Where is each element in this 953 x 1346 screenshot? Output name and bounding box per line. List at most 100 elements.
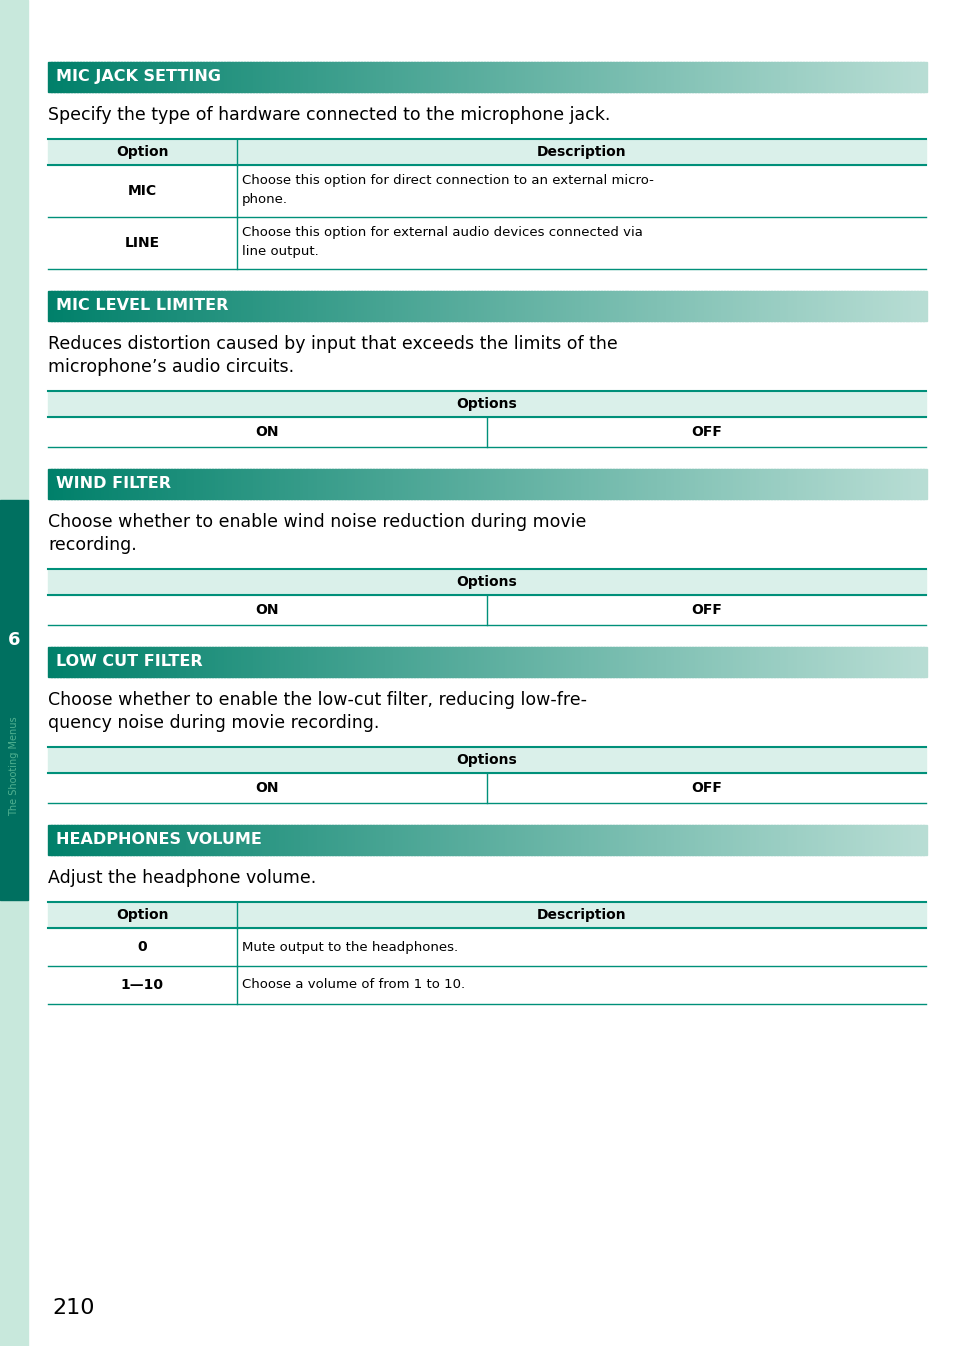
- Bar: [97, 468, 102, 499]
- Bar: [414, 468, 417, 499]
- Bar: [63, 468, 67, 499]
- Bar: [233, 291, 236, 320]
- Bar: [194, 291, 198, 320]
- Bar: [414, 825, 417, 855]
- Bar: [387, 291, 391, 320]
- Bar: [405, 62, 409, 92]
- Bar: [907, 825, 911, 855]
- Bar: [91, 291, 95, 320]
- Bar: [393, 468, 396, 499]
- Bar: [182, 647, 187, 677]
- Bar: [923, 62, 926, 92]
- Bar: [636, 291, 639, 320]
- Bar: [800, 825, 803, 855]
- Bar: [189, 468, 193, 499]
- Text: Reduces distortion caused by input that exceeds the limits of the: Reduces distortion caused by input that …: [48, 335, 618, 353]
- Bar: [688, 468, 692, 499]
- Bar: [367, 291, 371, 320]
- Bar: [395, 825, 399, 855]
- Bar: [855, 468, 859, 499]
- Bar: [247, 647, 251, 677]
- Bar: [729, 468, 733, 499]
- Bar: [405, 291, 409, 320]
- Bar: [896, 291, 900, 320]
- Bar: [343, 825, 347, 855]
- Bar: [264, 825, 268, 855]
- Bar: [767, 647, 771, 677]
- Text: LINE: LINE: [125, 236, 160, 250]
- Bar: [302, 62, 306, 92]
- Bar: [861, 291, 864, 320]
- Bar: [776, 62, 780, 92]
- Bar: [697, 291, 700, 320]
- Bar: [112, 62, 116, 92]
- Bar: [656, 468, 660, 499]
- Bar: [496, 62, 499, 92]
- Bar: [530, 62, 535, 92]
- Bar: [311, 825, 315, 855]
- Bar: [457, 291, 461, 320]
- Bar: [852, 62, 856, 92]
- Bar: [913, 62, 917, 92]
- Bar: [808, 468, 812, 499]
- Bar: [697, 468, 700, 499]
- Bar: [776, 825, 780, 855]
- Bar: [609, 825, 613, 855]
- Bar: [600, 291, 604, 320]
- Bar: [141, 647, 146, 677]
- Bar: [258, 291, 262, 320]
- Bar: [398, 468, 403, 499]
- Bar: [750, 647, 754, 677]
- Bar: [171, 468, 174, 499]
- Bar: [773, 62, 777, 92]
- Bar: [411, 825, 415, 855]
- Bar: [162, 647, 166, 677]
- Bar: [282, 647, 286, 677]
- Bar: [923, 468, 926, 499]
- Bar: [238, 62, 242, 92]
- Bar: [712, 291, 716, 320]
- Bar: [258, 825, 262, 855]
- Bar: [475, 825, 478, 855]
- Bar: [709, 647, 713, 677]
- Bar: [340, 291, 344, 320]
- Bar: [559, 468, 563, 499]
- Bar: [882, 647, 885, 677]
- Bar: [767, 468, 771, 499]
- Bar: [738, 468, 741, 499]
- Bar: [753, 291, 757, 320]
- Bar: [761, 291, 765, 320]
- Bar: [562, 291, 566, 320]
- Bar: [346, 62, 350, 92]
- Bar: [743, 647, 748, 677]
- Bar: [759, 468, 762, 499]
- Bar: [230, 647, 233, 677]
- Bar: [639, 468, 642, 499]
- Bar: [431, 62, 435, 92]
- Bar: [71, 647, 75, 677]
- Bar: [171, 291, 174, 320]
- Bar: [598, 62, 601, 92]
- Bar: [408, 825, 412, 855]
- Bar: [66, 62, 70, 92]
- Bar: [723, 468, 727, 499]
- Bar: [264, 468, 268, 499]
- Bar: [472, 468, 476, 499]
- Bar: [659, 647, 663, 677]
- Bar: [636, 62, 639, 92]
- Bar: [343, 468, 347, 499]
- Bar: [162, 291, 166, 320]
- Bar: [480, 468, 484, 499]
- Bar: [545, 825, 549, 855]
- Bar: [168, 647, 172, 677]
- Bar: [685, 62, 689, 92]
- Bar: [258, 647, 262, 677]
- Bar: [168, 468, 172, 499]
- Bar: [726, 291, 730, 320]
- Bar: [866, 468, 870, 499]
- Bar: [521, 291, 525, 320]
- Bar: [858, 647, 862, 677]
- Bar: [446, 468, 450, 499]
- Bar: [145, 825, 149, 855]
- Bar: [288, 291, 292, 320]
